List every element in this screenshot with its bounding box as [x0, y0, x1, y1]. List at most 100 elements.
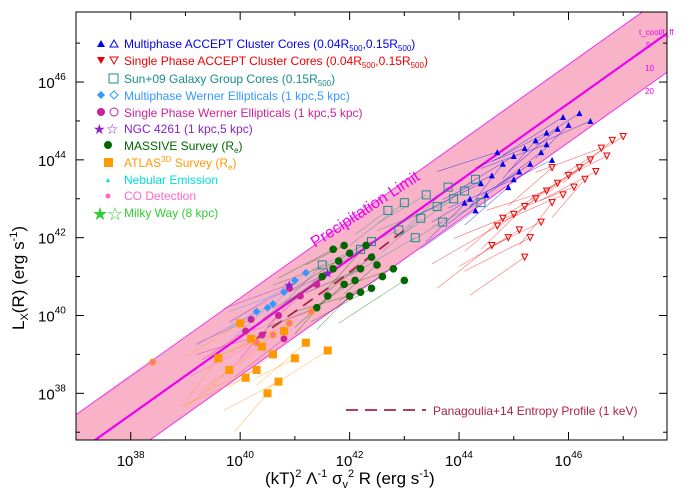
- data-point: [318, 272, 327, 281]
- svg-text:Multiphase Werner Ellipticals: Multiphase Werner Ellipticals (1 kpc,5 k…: [124, 89, 350, 103]
- data-point: [619, 133, 628, 141]
- data-point: [329, 245, 337, 254]
- track-segment: [201, 330, 246, 361]
- track-segment: [229, 287, 290, 322]
- data-point: [301, 268, 310, 277]
- data-point: [476, 198, 486, 208]
- data-point: [592, 168, 600, 176]
- track-segment: [179, 377, 246, 407]
- track-segment: [508, 167, 553, 206]
- data-point: [515, 226, 524, 235]
- track-segment: [436, 179, 476, 209]
- y-tick-label: 1044: [38, 150, 66, 170]
- track-segment: [464, 217, 504, 252]
- data-point: [258, 342, 267, 351]
- data-point: [242, 327, 250, 335]
- data-point: [586, 156, 595, 164]
- data-point: [214, 354, 223, 363]
- data-point: [537, 218, 545, 227]
- track-segment: [97, 361, 153, 401]
- data-point: [520, 253, 529, 262]
- track-segment: [437, 151, 498, 172]
- data-point: [421, 190, 431, 200]
- svg-text:CO Detection: CO Detection: [124, 189, 196, 203]
- data-point: [477, 180, 484, 187]
- track-segment: [508, 128, 558, 172]
- track-segment: [431, 202, 482, 228]
- y-tick-label: 1046: [38, 72, 66, 92]
- track-segment: [524, 186, 575, 207]
- track-segment: [185, 323, 241, 357]
- data-point: [312, 303, 321, 312]
- svg-text:★: ★: [93, 122, 106, 138]
- legend-item-co: CO Detection: [105, 189, 196, 203]
- data-point: [543, 141, 550, 148]
- data-point: [241, 373, 250, 382]
- data-point: [290, 354, 299, 363]
- track-segment: [458, 155, 514, 190]
- track-segment: [447, 179, 514, 209]
- data-point: [247, 334, 256, 343]
- data-point: [323, 292, 332, 300]
- data-point: [520, 203, 529, 211]
- track-segment: [502, 116, 564, 156]
- data-point: [301, 338, 310, 347]
- svg-text:☆: ☆: [107, 204, 123, 225]
- track-segment: [283, 264, 323, 304]
- track-segment: [305, 245, 345, 266]
- data-point: [351, 276, 359, 285]
- data-point: [274, 311, 282, 319]
- data-point: [499, 214, 507, 223]
- track-segment: [343, 264, 378, 294]
- track-segment: [229, 280, 296, 324]
- data-point: [488, 241, 496, 250]
- data-point: [356, 244, 366, 254]
- track-segment: [223, 381, 279, 411]
- data-point: ★: [283, 278, 295, 293]
- data-point: [553, 179, 562, 188]
- legend-item-sun09: Sun+09 Galaxy Group Cores (0.15R500): [108, 72, 335, 88]
- data-point: [274, 377, 283, 386]
- track-segment: [256, 342, 307, 386]
- data-point: [285, 284, 293, 292]
- y-tick-label: 1040: [38, 305, 66, 325]
- plot-frame: [75, 11, 668, 441]
- data-point: [269, 350, 277, 359]
- data-point: [317, 260, 327, 270]
- data-point: [340, 280, 348, 289]
- panagoulia-entropy-line: [256, 225, 411, 340]
- legend-item-massive: MASSIVE Survey (Re): [104, 139, 242, 155]
- data-point: [280, 335, 288, 343]
- data-point: [263, 389, 272, 398]
- legend-item-ngc4261: ★ ☆ NGC 4261 (1 kpc,5 kpc): [93, 122, 253, 138]
- data-point: [560, 114, 567, 121]
- track-segment: [234, 338, 285, 378]
- data-point: [279, 327, 288, 336]
- data-point: [356, 265, 365, 273]
- data-point: [236, 319, 245, 328]
- track-segment: [404, 186, 449, 231]
- data-point: [378, 272, 387, 281]
- data-point: [389, 265, 398, 273]
- data-point: [470, 174, 480, 184]
- track-segment: [469, 256, 525, 296]
- data-point: [493, 222, 502, 231]
- track-segment: [409, 221, 443, 242]
- track-segment: [185, 358, 219, 402]
- track-segment: [562, 136, 624, 175]
- track-segment: [376, 194, 427, 224]
- data-point: [581, 175, 589, 184]
- data-point: [504, 234, 513, 242]
- data-point: [472, 207, 479, 214]
- data-point: [252, 307, 261, 316]
- track-segment: [354, 210, 389, 235]
- data-point: [527, 160, 534, 167]
- data-point: [258, 331, 266, 339]
- data-point: [548, 164, 556, 172]
- band-tick-5: 5: [646, 41, 651, 50]
- data-point: [602, 152, 611, 161]
- data-point: [290, 276, 299, 285]
- track-segment: [196, 311, 257, 346]
- data-point: [271, 332, 275, 337]
- x-tick-label: 1042: [336, 450, 364, 470]
